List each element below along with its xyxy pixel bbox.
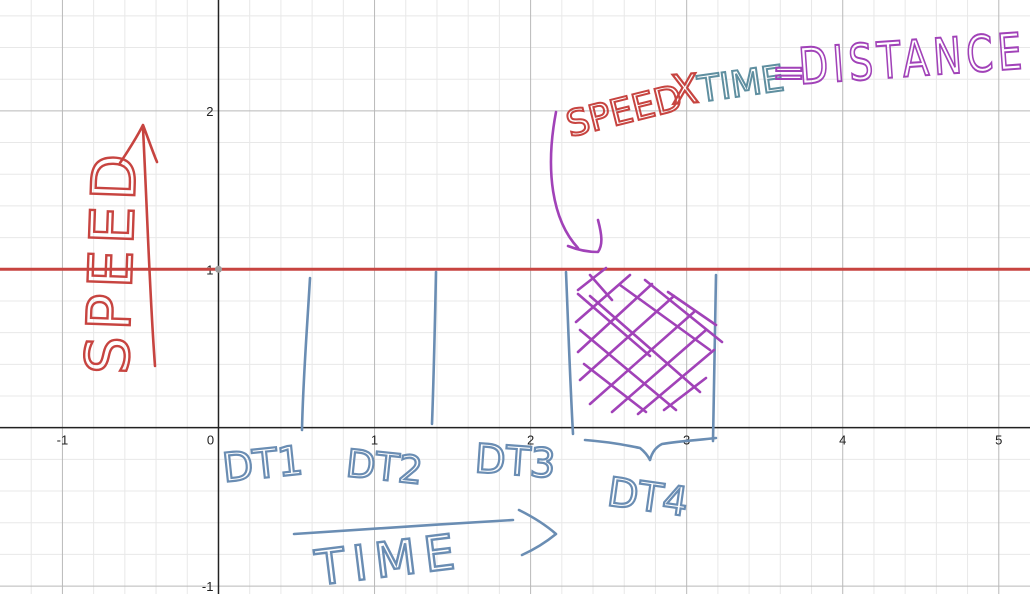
y-axis-label-speed: SPEED <box>73 147 151 376</box>
interval-label-dt4: DT4 <box>605 469 691 526</box>
interval-line-dt4 <box>713 275 716 441</box>
x-tick-label: -1 <box>57 433 69 448</box>
y-tick-label: -1 <box>202 579 214 594</box>
interval-line-dt2 <box>432 272 436 424</box>
x-tick-label: 4 <box>839 433 846 448</box>
interval-label-dt1: DT1 <box>220 438 305 492</box>
series-layer <box>0 266 1030 273</box>
interval-label-dt2: DT2 <box>344 441 425 493</box>
interval-line-dt3 <box>566 272 573 434</box>
tick-labels: -1 0 1 2 3 4 5-112 <box>57 104 1003 594</box>
x-axis-label-time: TIME <box>312 523 466 594</box>
interval-label-dt3: DT3 <box>473 436 557 488</box>
x-tick-label: 0 <box>207 433 214 448</box>
y-intercept-point <box>215 266 222 273</box>
distance-hatch <box>576 268 722 414</box>
dt4-brace <box>585 438 716 460</box>
x-tick-label: 5 <box>995 433 1002 448</box>
formula-distance: DISTANCE <box>797 22 1028 96</box>
y-tick-label: 2 <box>206 104 213 119</box>
